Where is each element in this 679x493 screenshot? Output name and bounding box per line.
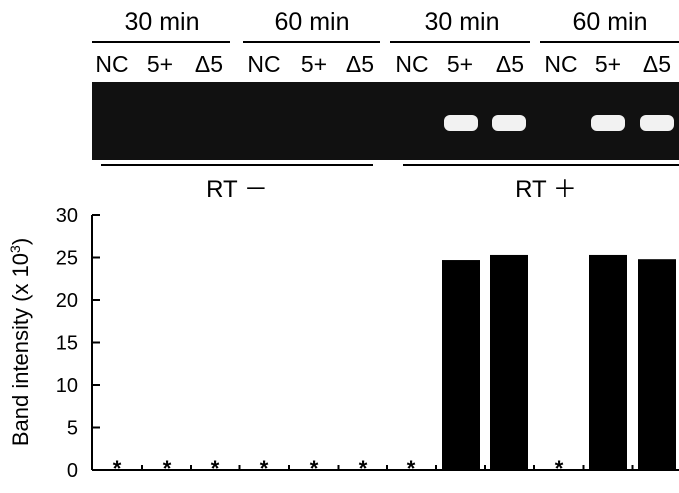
lane-label: 5+ bbox=[595, 51, 621, 77]
bar bbox=[638, 259, 676, 470]
axes: 0 5 10 15 20 25 30 bbox=[56, 205, 679, 482]
gel-band bbox=[591, 115, 625, 131]
time-headers: 30 min 60 min 30 min 60 min bbox=[124, 8, 647, 36]
y-tick-label: 10 bbox=[56, 375, 78, 397]
gel-band bbox=[444, 115, 478, 131]
y-axis-label-text: Band intensity (x 10 bbox=[8, 253, 33, 446]
y-axis-label-superscript: 3 bbox=[7, 245, 23, 253]
y-tick-label: 20 bbox=[56, 290, 78, 312]
y-tick-label: 5 bbox=[67, 418, 78, 440]
time-label: 60 min bbox=[572, 8, 647, 36]
lane-label: NC bbox=[544, 51, 577, 77]
bars bbox=[442, 254, 676, 470]
lane-label: NC bbox=[95, 51, 128, 77]
time-label: 30 min bbox=[124, 8, 199, 36]
not-detected-marker: * bbox=[163, 456, 172, 481]
not-detected-marker: * bbox=[113, 456, 122, 481]
time-label: 30 min bbox=[424, 8, 499, 36]
time-label: 60 min bbox=[274, 8, 349, 36]
y-axis-label: Band intensity (x 103) bbox=[7, 238, 33, 446]
lane-label: Δ5 bbox=[195, 51, 223, 77]
bar bbox=[442, 260, 480, 470]
bar bbox=[490, 254, 528, 470]
not-detected-marker: * bbox=[555, 456, 564, 481]
gel-band bbox=[640, 115, 674, 131]
not-detected-marker: * bbox=[260, 456, 269, 481]
lane-labels: NC 5+ Δ5 NC 5+ Δ5 NC 5+ Δ5 NC 5+ Δ5 bbox=[95, 51, 671, 77]
gel-bands bbox=[444, 115, 674, 131]
y-tick-label: 30 bbox=[56, 205, 78, 227]
lane-label: 5+ bbox=[301, 51, 327, 77]
rt-groups: RT － RT ＋ bbox=[101, 164, 679, 203]
gel-band bbox=[492, 115, 526, 131]
y-tick-label: 25 bbox=[56, 248, 78, 270]
lane-label: NC bbox=[247, 51, 280, 77]
y-axis-label-close: ) bbox=[8, 238, 33, 245]
bar bbox=[589, 254, 627, 470]
lane-label: 5+ bbox=[447, 51, 473, 77]
not-detected-marker: * bbox=[310, 456, 319, 481]
lane-label: 5+ bbox=[147, 51, 173, 77]
lane-label: Δ5 bbox=[346, 51, 374, 77]
markers: * * * * * * * * bbox=[113, 456, 564, 481]
not-detected-marker: * bbox=[407, 456, 416, 481]
lane-label: Δ5 bbox=[643, 51, 671, 77]
rt-label: RT － bbox=[206, 176, 268, 203]
rt-label: RT ＋ bbox=[515, 176, 577, 203]
y-tick-label: 15 bbox=[56, 333, 78, 355]
y-tick-label: 0 bbox=[67, 460, 78, 482]
not-detected-marker: * bbox=[211, 456, 220, 481]
gel-image bbox=[92, 82, 679, 160]
lane-label: NC bbox=[395, 51, 428, 77]
not-detected-marker: * bbox=[359, 456, 368, 481]
lane-label: Δ5 bbox=[496, 51, 524, 77]
